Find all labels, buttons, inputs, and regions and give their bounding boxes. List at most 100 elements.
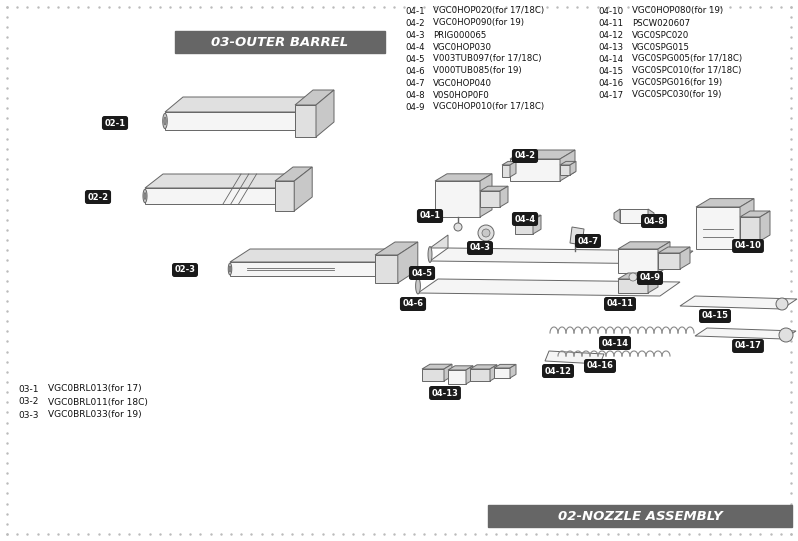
Text: VGC0SPC030(for 19): VGC0SPC030(for 19) bbox=[632, 90, 721, 100]
Circle shape bbox=[478, 225, 494, 241]
Polygon shape bbox=[163, 114, 168, 129]
Polygon shape bbox=[230, 249, 395, 262]
Circle shape bbox=[629, 273, 637, 281]
Text: 04-17: 04-17 bbox=[735, 341, 761, 351]
Text: 04-11: 04-11 bbox=[598, 18, 623, 28]
Text: 04-3: 04-3 bbox=[405, 30, 425, 39]
Text: 02-2: 02-2 bbox=[88, 193, 109, 201]
Polygon shape bbox=[144, 193, 146, 200]
Text: VGC0SPG005(for 17/18C): VGC0SPG005(for 17/18C) bbox=[632, 55, 742, 63]
Text: 04-11: 04-11 bbox=[606, 300, 634, 308]
Polygon shape bbox=[397, 242, 418, 283]
Text: V0S0HOP0F0: V0S0HOP0F0 bbox=[433, 90, 490, 100]
Polygon shape bbox=[570, 161, 576, 175]
Polygon shape bbox=[500, 186, 508, 207]
Polygon shape bbox=[510, 161, 516, 177]
Text: 04-10: 04-10 bbox=[735, 241, 761, 250]
Polygon shape bbox=[430, 235, 448, 248]
Text: 04-9: 04-9 bbox=[639, 274, 661, 282]
Polygon shape bbox=[545, 351, 604, 364]
Polygon shape bbox=[620, 209, 648, 223]
Polygon shape bbox=[375, 242, 418, 255]
Polygon shape bbox=[510, 159, 560, 181]
Text: VGC0SPC010(for 17/18C): VGC0SPC010(for 17/18C) bbox=[632, 67, 741, 76]
Polygon shape bbox=[448, 370, 466, 384]
Text: PSCW020607: PSCW020607 bbox=[632, 18, 690, 28]
Text: 04-10: 04-10 bbox=[598, 6, 623, 16]
Text: 04-13: 04-13 bbox=[432, 388, 458, 398]
Polygon shape bbox=[760, 211, 770, 241]
Polygon shape bbox=[618, 273, 658, 279]
Text: VGC0HOP080(for 19): VGC0HOP080(for 19) bbox=[632, 6, 723, 16]
Polygon shape bbox=[165, 112, 295, 130]
Text: 04-3: 04-3 bbox=[469, 243, 491, 253]
Polygon shape bbox=[510, 150, 575, 159]
Polygon shape bbox=[416, 278, 421, 294]
Polygon shape bbox=[228, 263, 231, 275]
Text: V003TUB097(for 17/18C): V003TUB097(for 17/18C) bbox=[433, 55, 542, 63]
Text: VGC0SPG015: VGC0SPG015 bbox=[632, 43, 690, 51]
Text: 02-NOZZLE ASSEMBLY: 02-NOZZLE ASSEMBLY bbox=[558, 510, 722, 523]
Text: 04-7: 04-7 bbox=[578, 236, 598, 246]
Text: VGC0BRL011(for 18C): VGC0BRL011(for 18C) bbox=[48, 398, 148, 406]
Polygon shape bbox=[480, 174, 492, 217]
Polygon shape bbox=[494, 365, 516, 368]
Polygon shape bbox=[295, 105, 316, 137]
Polygon shape bbox=[275, 181, 294, 211]
Polygon shape bbox=[145, 174, 293, 188]
Text: VGC0HOP090(for 19): VGC0HOP090(for 19) bbox=[433, 18, 524, 28]
Text: VGC0HOP030: VGC0HOP030 bbox=[433, 43, 492, 51]
Polygon shape bbox=[145, 188, 275, 204]
FancyBboxPatch shape bbox=[175, 31, 385, 53]
Polygon shape bbox=[740, 199, 754, 249]
FancyBboxPatch shape bbox=[488, 505, 792, 527]
Polygon shape bbox=[466, 366, 473, 384]
Polygon shape bbox=[470, 365, 497, 369]
Polygon shape bbox=[494, 368, 510, 378]
Text: VGC0BRL013(for 17): VGC0BRL013(for 17) bbox=[48, 385, 141, 393]
Polygon shape bbox=[502, 165, 510, 177]
Polygon shape bbox=[375, 255, 397, 283]
Text: 04-6: 04-6 bbox=[402, 300, 424, 308]
Text: 04-14: 04-14 bbox=[598, 55, 623, 63]
Polygon shape bbox=[422, 369, 444, 381]
Text: 03-2: 03-2 bbox=[18, 398, 38, 406]
Text: 04-16: 04-16 bbox=[598, 78, 623, 88]
Polygon shape bbox=[295, 90, 334, 105]
Polygon shape bbox=[316, 90, 334, 137]
Text: 04-2: 04-2 bbox=[405, 18, 425, 28]
Polygon shape bbox=[648, 209, 654, 223]
Polygon shape bbox=[680, 247, 690, 269]
Polygon shape bbox=[435, 181, 480, 217]
Polygon shape bbox=[143, 189, 147, 203]
Polygon shape bbox=[510, 365, 516, 378]
Text: 04-12: 04-12 bbox=[544, 366, 571, 375]
Polygon shape bbox=[435, 174, 492, 181]
Text: V000TUB085(for 19): V000TUB085(for 19) bbox=[433, 67, 522, 76]
Text: 04-2: 04-2 bbox=[515, 151, 535, 161]
Polygon shape bbox=[618, 279, 648, 293]
Polygon shape bbox=[560, 161, 576, 165]
Polygon shape bbox=[229, 266, 231, 272]
Text: 04-4: 04-4 bbox=[405, 43, 425, 51]
Polygon shape bbox=[422, 364, 452, 369]
Text: VGC0HOP040: VGC0HOP040 bbox=[433, 78, 492, 88]
Polygon shape bbox=[418, 279, 680, 296]
Text: 02-3: 02-3 bbox=[175, 266, 196, 274]
Polygon shape bbox=[740, 217, 760, 241]
Text: 04-13: 04-13 bbox=[598, 43, 623, 51]
Polygon shape bbox=[444, 364, 452, 381]
Polygon shape bbox=[658, 242, 670, 273]
Polygon shape bbox=[618, 249, 658, 273]
Polygon shape bbox=[515, 215, 541, 220]
Text: VGC0BRL033(for 19): VGC0BRL033(for 19) bbox=[48, 411, 141, 419]
Text: VGC0SPG016(for 19): VGC0SPG016(for 19) bbox=[632, 78, 722, 88]
Polygon shape bbox=[428, 247, 432, 262]
Text: 03-OUTER BARREL: 03-OUTER BARREL bbox=[211, 36, 349, 49]
Text: VGC0SPC020: VGC0SPC020 bbox=[632, 30, 689, 39]
Text: 04-15: 04-15 bbox=[598, 67, 623, 76]
Polygon shape bbox=[164, 117, 166, 125]
Text: 04-8: 04-8 bbox=[405, 90, 425, 100]
Text: 03-1: 03-1 bbox=[18, 385, 38, 393]
Polygon shape bbox=[448, 366, 473, 370]
